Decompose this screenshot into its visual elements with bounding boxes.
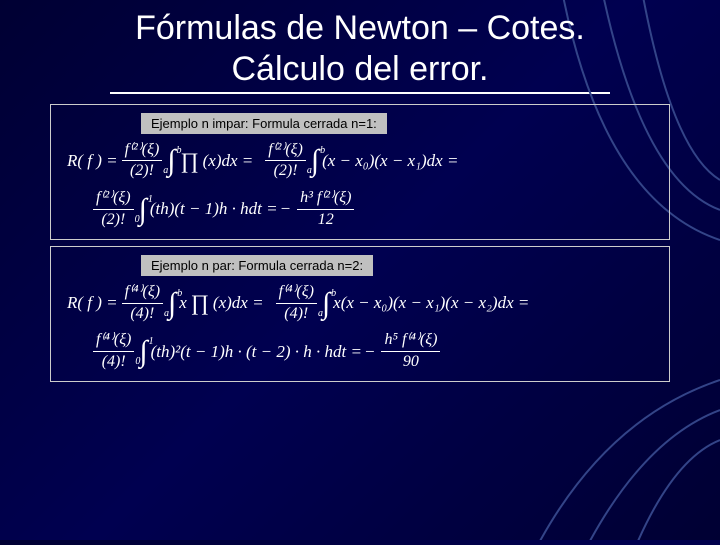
expr: x(x − x₀)(x − x₁)(x − x₂)dx = bbox=[333, 292, 529, 314]
minus: − bbox=[280, 198, 291, 220]
title-underline bbox=[110, 92, 610, 94]
title-line-1: Fórmulas de Newton – Cotes. bbox=[40, 8, 680, 49]
panel-label-even: Ejemplo n par: Formula cerrada n=2: bbox=[141, 255, 373, 276]
integral-icon: b ∫ a bbox=[322, 293, 330, 314]
integral-icon: 1 ∫ 0 bbox=[139, 341, 147, 362]
expr: (x − x₀)(x − x₁)dx = bbox=[322, 150, 458, 172]
fraction: f⁽²⁾(ξ) (2)! bbox=[265, 140, 306, 183]
product-icon: ∏ bbox=[180, 147, 198, 176]
minus: − bbox=[364, 341, 375, 363]
integral-icon: 1 ∫ 0 bbox=[139, 199, 147, 220]
result-fraction: h⁵ f⁽⁴⁾(ξ) 90 bbox=[381, 330, 440, 373]
product-icon: ∏ bbox=[191, 289, 209, 318]
fraction: f⁽²⁾(ξ) (2)! bbox=[122, 140, 163, 183]
fraction: f⁽⁴⁾(ξ) (4)! bbox=[93, 330, 134, 373]
slide-title: Fórmulas de Newton – Cotes. Cálculo del … bbox=[0, 0, 720, 90]
panel-label-odd: Ejemplo n impar: Formula cerrada n=1: bbox=[141, 113, 387, 134]
fraction: f⁽⁴⁾(ξ) (4)! bbox=[122, 282, 163, 325]
lhs: R( f ) = bbox=[67, 292, 118, 314]
lhs: R( f ) = bbox=[67, 150, 118, 172]
expr: (x)dx = bbox=[203, 150, 254, 172]
formula-even: R( f ) = f⁽⁴⁾(ξ) (4)! b ∫ a x ∏ (x)dx = … bbox=[67, 282, 659, 373]
fraction: f⁽⁴⁾(ξ) (4)! bbox=[276, 282, 317, 325]
fraction: f⁽²⁾(ξ) (2)! bbox=[93, 188, 134, 231]
example-panel-even: Ejemplo n par: Formula cerrada n=2: R( f… bbox=[50, 246, 670, 382]
result-fraction: h³ f⁽²⁾(ξ) 12 bbox=[297, 188, 354, 231]
integral-icon: b ∫ a bbox=[168, 293, 176, 314]
example-panel-odd: Ejemplo n impar: Formula cerrada n=1: R(… bbox=[50, 104, 670, 240]
title-line-2: Cálculo del error. bbox=[40, 49, 680, 90]
expr: (th)(t − 1)h · hdt = bbox=[150, 198, 278, 220]
integral-icon: b ∫ a bbox=[311, 150, 319, 171]
integral-icon: b ∫ a bbox=[167, 150, 175, 171]
expr: (x)dx = bbox=[213, 292, 264, 314]
expr: (th)²(t − 1)h · (t − 2) · h · hdt = bbox=[151, 341, 362, 363]
formula-odd: R( f ) = f⁽²⁾(ξ) (2)! b ∫ a ∏ (x)dx = f⁽… bbox=[67, 140, 659, 231]
